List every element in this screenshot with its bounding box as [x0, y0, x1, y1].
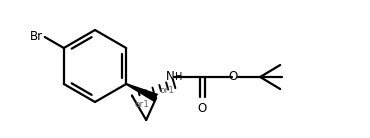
Text: N: N [165, 71, 174, 83]
Text: O: O [198, 102, 207, 115]
Polygon shape [126, 83, 158, 102]
Text: H: H [175, 72, 182, 82]
Text: or1: or1 [134, 100, 149, 109]
Text: Br: Br [30, 30, 43, 43]
Text: or1: or1 [159, 86, 174, 95]
Text: O: O [229, 70, 238, 83]
